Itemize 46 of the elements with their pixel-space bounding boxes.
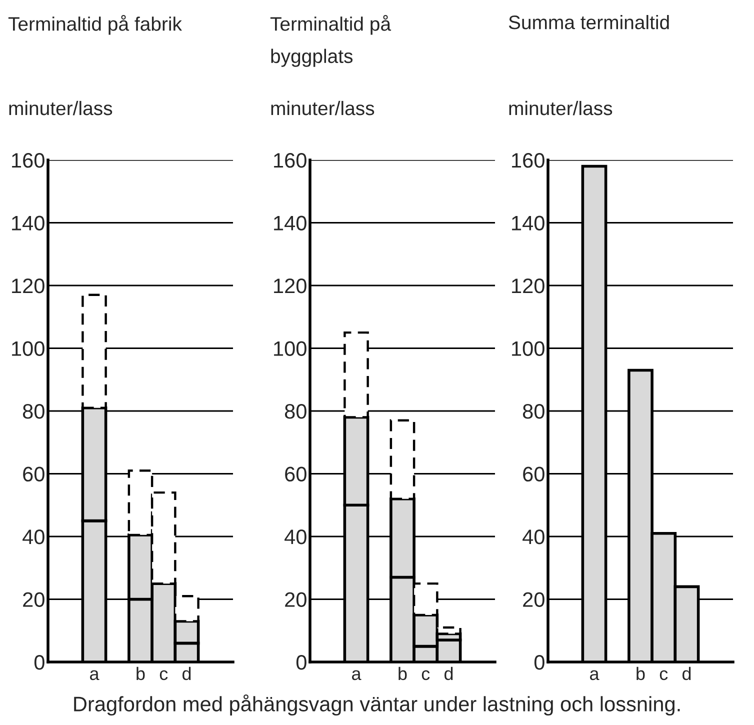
- y-tick-label: 0: [534, 655, 544, 670]
- y-tick-label: 40: [284, 530, 306, 544]
- x-tick-label: c: [160, 670, 168, 680]
- y-tick-label: 60: [523, 466, 544, 482]
- y-tick-label: 80: [284, 404, 306, 419]
- y-tick-label: 100: [512, 341, 544, 356]
- y-tick-label: 100: [274, 341, 306, 356]
- y-tick-label: 140: [12, 216, 44, 231]
- y-tick-label: 120: [12, 278, 44, 294]
- y-axis-title: minuter/lass: [9, 100, 112, 116]
- x-tick-label: a: [90, 670, 100, 680]
- x-tick-label: c: [422, 670, 430, 680]
- y-tick-label: 120: [274, 278, 306, 294]
- y-tick-label: 40: [522, 530, 544, 544]
- y-axis-title: minuter/lass: [271, 100, 374, 116]
- y-tick-label: 20: [523, 592, 544, 608]
- chart-title: Terminaltid på fabrik: [8, 15, 182, 35]
- y-tick-label: 160: [274, 153, 306, 168]
- x-tick-label: d: [682, 666, 691, 680]
- y-tick-label: 140: [274, 216, 306, 231]
- y-tick-label: 80: [22, 404, 44, 419]
- text: Dragfordon med påhängsvagn väntar under lastning och lossning.: [74, 694, 680, 716]
- y-tick-label: 140: [512, 216, 544, 231]
- y-tick-label: 0: [296, 655, 306, 670]
- x-tick-label: c: [660, 670, 668, 680]
- chart-title: Summa terminaltid: [508, 15, 669, 30]
- y-tick-label: 40: [22, 530, 44, 544]
- y-tick-label: 20: [23, 592, 44, 608]
- x-tick-label: a: [352, 670, 362, 680]
- y-tick-label: 60: [285, 466, 306, 482]
- y-tick-label: 20: [285, 592, 306, 608]
- y-tick-label: 60: [23, 466, 44, 482]
- y-tick-label: 0: [34, 655, 44, 670]
- y-axis-title: minuter/lass: [509, 100, 612, 116]
- x-tick-label: d: [444, 666, 453, 680]
- x-tick-label: b: [398, 666, 407, 680]
- y-tick-label: 80: [522, 404, 544, 419]
- x-tick-label: b: [136, 666, 145, 680]
- x-tick-label: a: [590, 670, 600, 680]
- x-tick-label: b: [636, 666, 645, 680]
- x-tick-label: d: [182, 666, 191, 680]
- y-tick-label: 100: [12, 341, 44, 356]
- y-tick-label: 160: [512, 153, 544, 168]
- chart-title: Terminaltid på byggplats: [270, 15, 392, 67]
- y-tick-label: 160: [12, 153, 44, 168]
- y-tick-label: 120: [512, 278, 544, 294]
